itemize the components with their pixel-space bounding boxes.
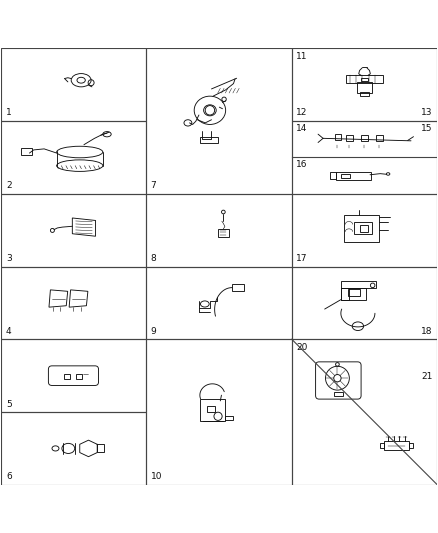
Text: 12: 12 (296, 109, 307, 117)
Bar (346, 135, 353, 141)
Text: 15: 15 (421, 125, 433, 133)
Text: 13: 13 (421, 109, 433, 117)
Bar (207, 406, 215, 412)
Bar (97, 445, 104, 453)
Bar (384, 441, 409, 450)
Bar (341, 281, 376, 288)
Bar (341, 174, 350, 178)
Text: 11: 11 (296, 52, 307, 61)
Text: 18: 18 (421, 327, 433, 336)
Bar (218, 229, 229, 237)
Bar (225, 416, 233, 420)
Text: 20: 20 (296, 343, 307, 352)
Text: 21: 21 (421, 372, 433, 381)
Bar (361, 135, 368, 141)
Text: 5: 5 (6, 400, 12, 408)
Bar (348, 289, 360, 296)
Bar (360, 225, 368, 232)
Bar (381, 443, 384, 448)
Bar (334, 392, 343, 395)
Bar (353, 222, 372, 235)
Bar (341, 288, 366, 300)
Bar (336, 172, 371, 180)
Text: 17: 17 (296, 254, 307, 263)
Bar (344, 215, 379, 241)
Text: 4: 4 (6, 327, 11, 336)
Bar (341, 288, 349, 300)
Bar (64, 374, 70, 378)
Bar (21, 148, 32, 155)
Text: 6: 6 (6, 472, 12, 481)
Bar (357, 82, 372, 93)
Bar (232, 284, 244, 291)
Text: 7: 7 (151, 181, 156, 190)
Text: 1: 1 (6, 109, 12, 117)
Bar (360, 92, 369, 96)
Bar (335, 134, 341, 140)
Text: 9: 9 (151, 327, 156, 336)
Text: 8: 8 (151, 254, 156, 263)
Text: 16: 16 (296, 160, 307, 169)
Bar (346, 76, 383, 83)
Bar (330, 172, 336, 179)
Bar (361, 78, 368, 81)
Text: 14: 14 (296, 125, 307, 133)
Bar (76, 374, 82, 378)
Bar (376, 135, 383, 141)
Bar (200, 399, 225, 421)
Bar (201, 137, 218, 143)
Bar (409, 443, 413, 448)
Text: 10: 10 (151, 472, 162, 481)
Text: 3: 3 (6, 254, 12, 263)
Text: 2: 2 (6, 181, 11, 190)
